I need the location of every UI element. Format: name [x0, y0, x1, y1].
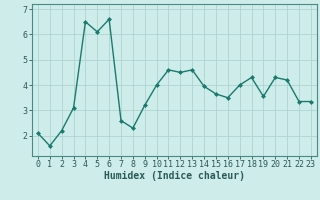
X-axis label: Humidex (Indice chaleur): Humidex (Indice chaleur) — [104, 171, 245, 181]
